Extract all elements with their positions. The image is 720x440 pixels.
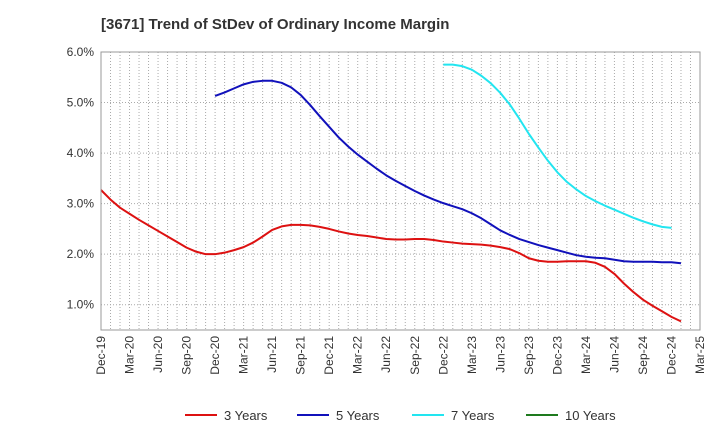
- x-tick-label: Dec-24: [664, 336, 678, 375]
- x-tick-label: Sep-22: [408, 336, 422, 375]
- y-tick-label: 3.0%: [67, 197, 95, 211]
- x-tick-label: Dec-23: [550, 336, 564, 375]
- chart-title: [3671] Trend of StDev of Ordinary Income…: [101, 16, 449, 33]
- x-tick-label: Jun-21: [265, 336, 279, 373]
- x-tick-label: Jun-22: [379, 336, 393, 373]
- x-tick-label: Sep-20: [180, 336, 194, 375]
- y-tick-label: 2.0%: [67, 247, 95, 261]
- x-tick-label: Sep-21: [294, 336, 308, 375]
- plot-frame: [100, 51, 701, 331]
- y-axis: 1.0% 2.0% 3.0% 4.0% 5.0% 6.0%: [67, 45, 95, 312]
- x-tick-label: Mar-24: [579, 336, 593, 374]
- series-lines: [100, 63, 682, 323]
- series-line-7-years: [443, 63, 672, 229]
- x-tick-label: Mar-23: [465, 336, 479, 374]
- x-tick-label: Mar-20: [123, 336, 137, 374]
- x-tick-label: Sep-24: [636, 336, 650, 375]
- x-tick-label: Dec-22: [436, 336, 450, 375]
- series-line-5-years: [214, 79, 682, 265]
- x-tick-label: Mar-21: [237, 336, 251, 374]
- y-tick-label: 1.0%: [67, 298, 95, 312]
- y-tick-label: 5.0%: [67, 96, 95, 110]
- x-axis: Dec-19 Mar-20 Jun-20 Sep-20 Dec-20 Mar-21 Jun-…: [94, 336, 707, 375]
- x-tick-label: Jun-20: [151, 336, 165, 373]
- x-tick-label: Sep-23: [522, 336, 536, 375]
- legend-label: 5 Years: [336, 408, 380, 423]
- y-tick-label: 6.0%: [67, 45, 95, 59]
- legend: 3 Years 5 Years 7 Years 10 Years: [185, 408, 616, 423]
- legend-label: 3 Years: [224, 408, 268, 423]
- x-tick-label: Jun-23: [493, 336, 507, 373]
- x-tick-label: Jun-24: [607, 336, 621, 373]
- legend-label: 10 Years: [565, 408, 616, 423]
- grid: [100, 51, 701, 330]
- x-tick-label: Mar-25: [693, 336, 707, 374]
- x-tick-label: Dec-19: [94, 336, 108, 375]
- x-tick-label: Dec-20: [208, 336, 222, 375]
- x-tick-label: Dec-21: [322, 336, 336, 375]
- series-line-3-years: [100, 189, 682, 323]
- legend-label: 7 Years: [451, 408, 495, 423]
- y-tick-label: 4.0%: [67, 146, 95, 160]
- x-tick-label: Mar-22: [351, 336, 365, 374]
